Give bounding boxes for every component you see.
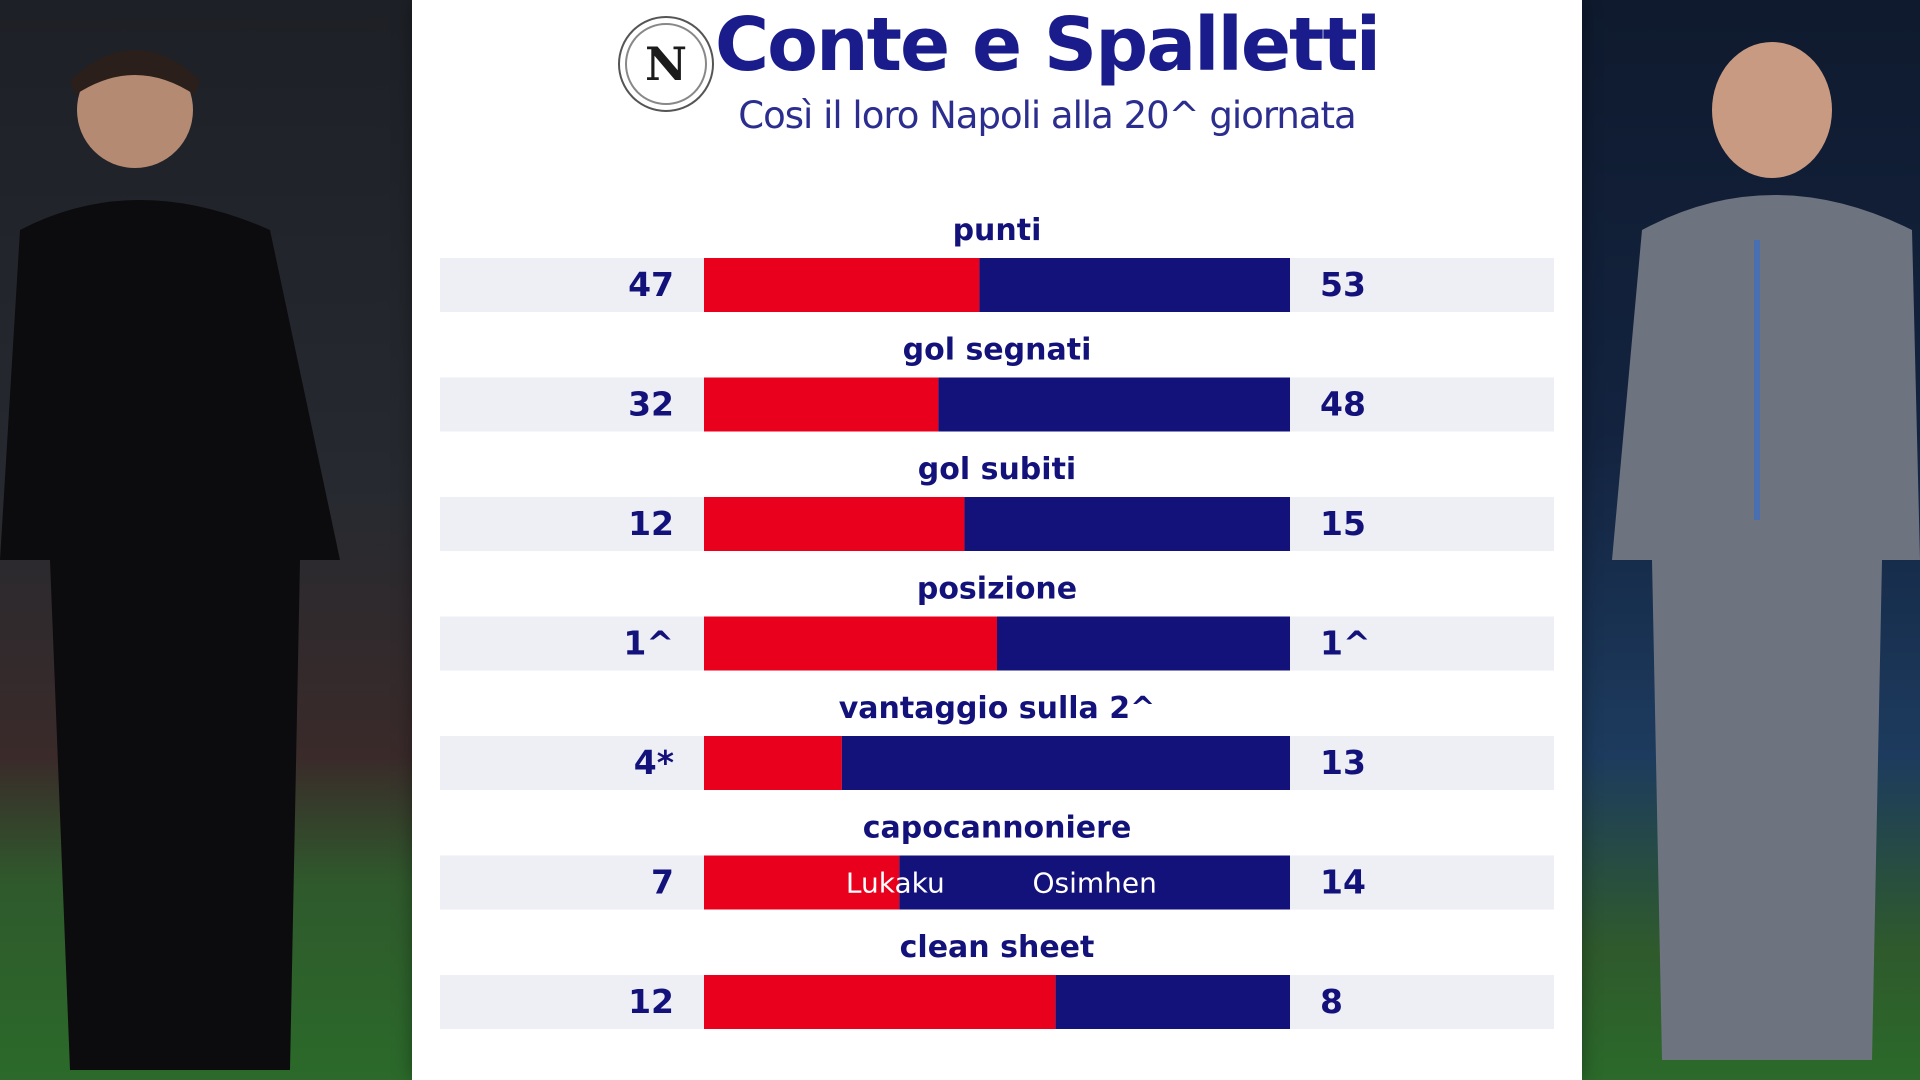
category-label: capocannoniere xyxy=(863,811,1132,846)
category-label: gol segnati xyxy=(903,333,1092,368)
napoli-logo-icon: N xyxy=(618,16,714,112)
badge-letter: N xyxy=(645,37,687,91)
category-label: gol subiti xyxy=(918,452,1076,487)
bar-left xyxy=(704,258,980,312)
bar-left xyxy=(704,377,939,432)
right-coach-silhouette xyxy=(1612,42,1920,1060)
bar-right xyxy=(979,258,1290,312)
value-label-left: 12 xyxy=(628,982,674,1021)
bar-right xyxy=(964,497,1290,551)
left-coach-silhouette xyxy=(0,50,340,1070)
value-label-right: 14 xyxy=(1320,863,1366,902)
value-label-left: 7 xyxy=(651,863,674,902)
value-label-right: 8 xyxy=(1320,982,1343,1021)
bar-annotation-left: Lukaku xyxy=(846,867,945,900)
value-label-left: 1^ xyxy=(623,624,674,663)
value-label-right: 53 xyxy=(1320,265,1366,304)
value-label-right: 15 xyxy=(1320,504,1366,543)
bar-left xyxy=(704,497,965,551)
bar-left xyxy=(704,975,1056,1029)
value-label-left: 12 xyxy=(628,504,674,543)
category-label: clean sheet xyxy=(900,930,1095,965)
category-label: posizione xyxy=(917,572,1077,607)
bar-left xyxy=(704,855,900,910)
comparison-bar-chart: punti 47 53 gol segnati 32 48 gol subiti 12 15 po… xyxy=(440,213,1554,1029)
bar-right xyxy=(899,855,1290,910)
value-label-left: 32 xyxy=(628,385,674,424)
bar-right xyxy=(938,377,1290,432)
value-label-left: 4* xyxy=(634,743,674,782)
bar-right xyxy=(1055,975,1290,1029)
category-label: vantaggio sulla 2^ xyxy=(839,691,1156,726)
value-label-right: 1^ xyxy=(1320,624,1371,663)
value-label-right: 13 xyxy=(1320,743,1366,782)
chart-subtitle: Così il loro Napoli alla 20^ giornata xyxy=(738,94,1356,137)
value-label-right: 48 xyxy=(1320,385,1366,424)
bar-annotation-right: Osimhen xyxy=(1032,867,1156,900)
chart-title: Conte e Spalletti xyxy=(714,2,1381,88)
bar-left xyxy=(704,736,842,790)
right-coach-photo xyxy=(1582,0,1920,1080)
category-label: punti xyxy=(953,213,1042,248)
value-label-left: 47 xyxy=(628,265,674,304)
bar-right xyxy=(997,616,1290,671)
bar-left xyxy=(704,616,997,671)
left-coach-photo xyxy=(0,0,412,1080)
infographic-card: N Conte e Spalletti Così il loro Napoli … xyxy=(412,0,1582,1080)
bar-right xyxy=(841,736,1290,790)
